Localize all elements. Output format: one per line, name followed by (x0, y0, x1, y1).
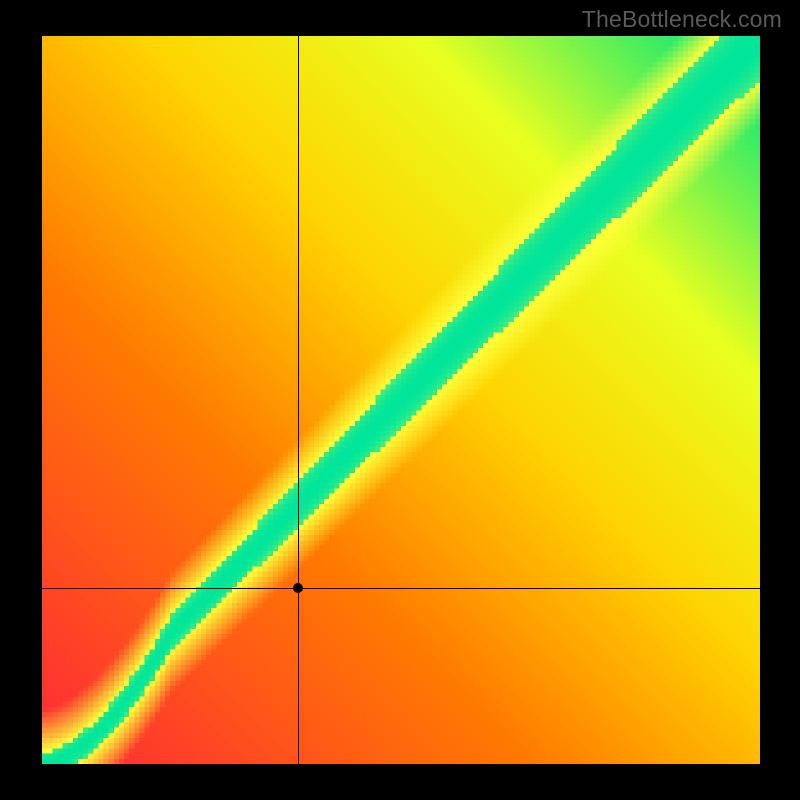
plot-area (42, 36, 760, 764)
crosshair-vertical (298, 36, 299, 764)
figure-root: TheBottleneck.com (0, 0, 800, 800)
watermark-text: TheBottleneck.com (582, 6, 782, 33)
heatmap-canvas (42, 36, 760, 764)
crosshair-marker-dot (293, 583, 303, 593)
crosshair-horizontal (42, 588, 760, 589)
